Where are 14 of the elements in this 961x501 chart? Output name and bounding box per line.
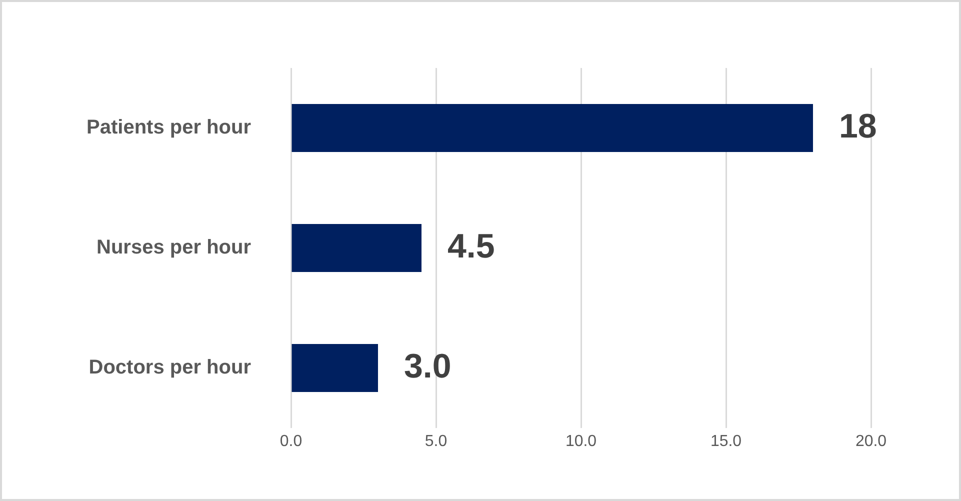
data-label: 3.0: [404, 347, 452, 386]
y-tick-label: Patients per hour: [86, 116, 252, 139]
x-tick-label: 10.0: [565, 433, 597, 450]
x-tick-label: 20.0: [855, 433, 887, 450]
x-tick-label: 5.0: [424, 433, 448, 450]
bar: [292, 104, 813, 152]
y-tick-label: Doctors per hour: [88, 356, 252, 379]
bar: [292, 344, 378, 392]
data-label: 4.5: [448, 227, 495, 266]
y-tick-label: Nurses per hour: [96, 236, 252, 259]
x-tick-label: 0.0: [280, 433, 302, 450]
x-tick-label: 15.0: [710, 433, 742, 450]
data-label: 18: [839, 107, 877, 146]
bar: [292, 224, 422, 272]
